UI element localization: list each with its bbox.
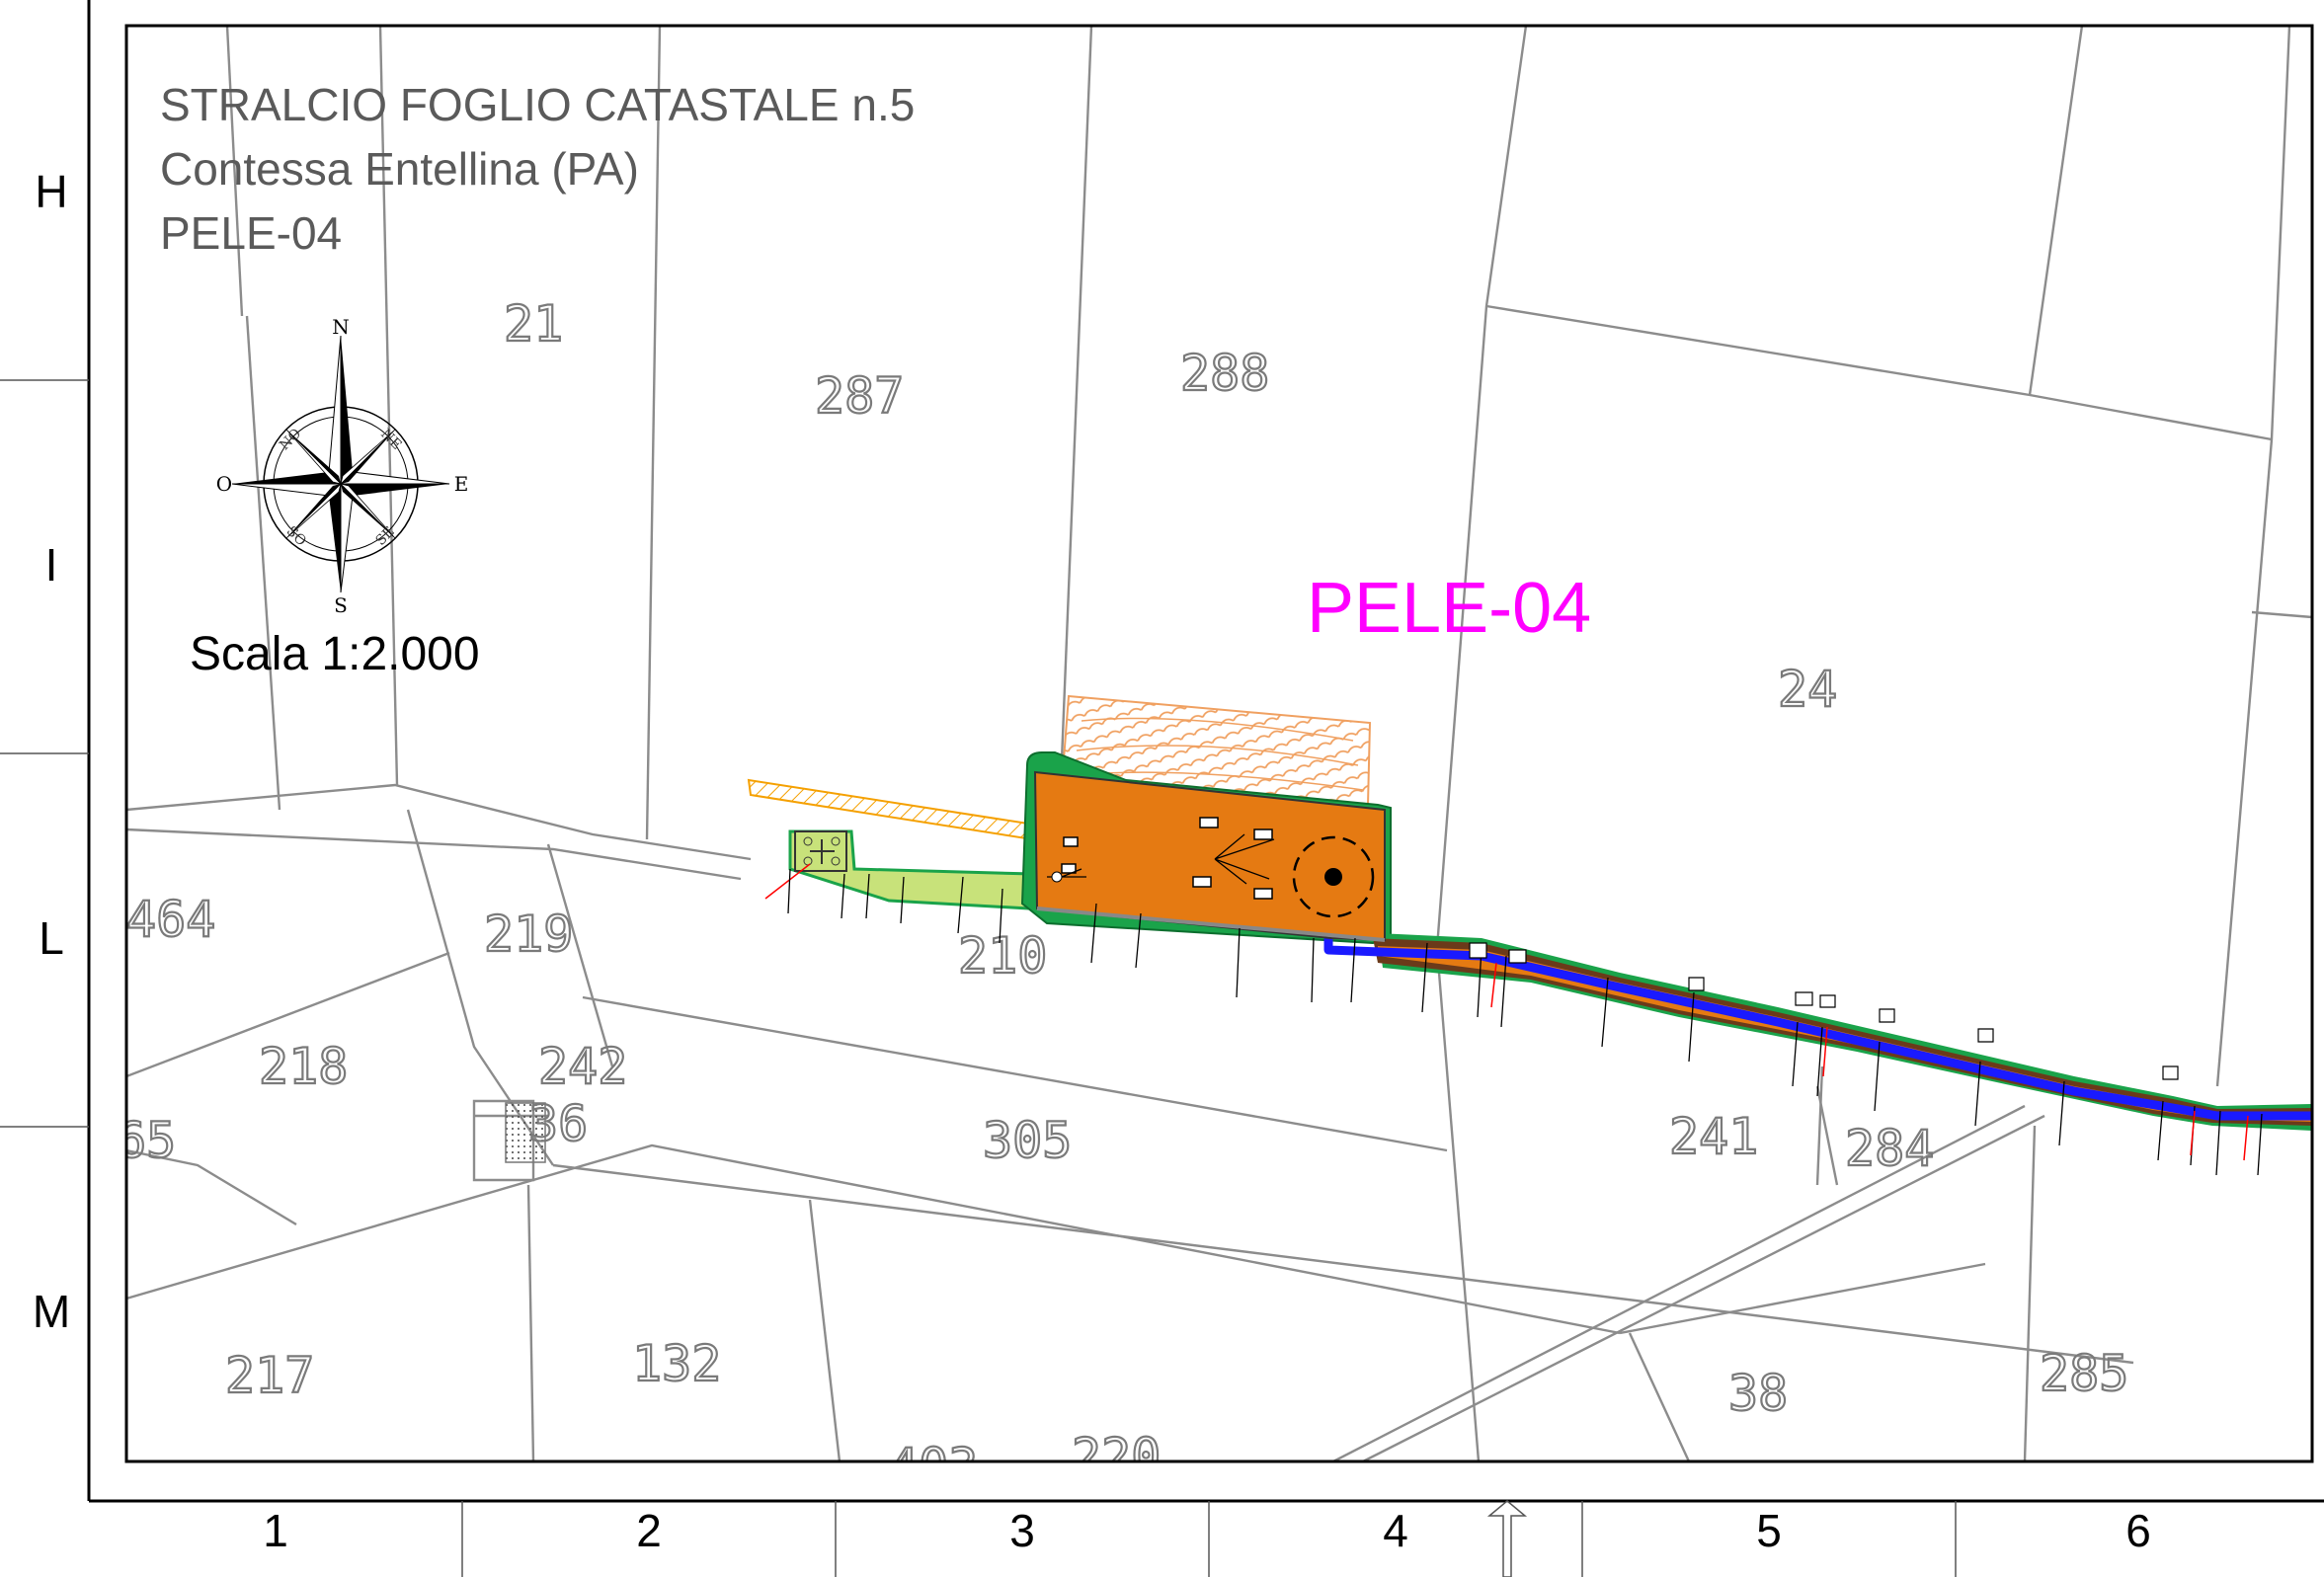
parcel-403: 403	[889, 1438, 978, 1495]
col-labels: 1 2 3 4 5 6	[263, 1505, 2151, 1556]
compass-rose-icon: N S E O NE NO SE SO	[216, 315, 469, 617]
parcel-65: 65	[117, 1112, 176, 1169]
parcel-305: 305	[983, 1112, 1072, 1169]
pad-details	[1047, 817, 1375, 918]
scale-label: Scala 1:2.000	[190, 628, 480, 680]
title-block: STRALCIO FOGLIO CATASTALE n.5 Contessa E…	[160, 79, 915, 259]
parcel-285: 285	[2040, 1345, 2128, 1402]
cadastral-lines	[126, 26, 2312, 1461]
compass-w: O	[216, 472, 232, 496]
parcel-241: 241	[1669, 1108, 1758, 1165]
parcel-38: 38	[1728, 1365, 1788, 1422]
col-label-6: 6	[2125, 1505, 2151, 1556]
col-label-4: 4	[1383, 1505, 1408, 1556]
col-label-5: 5	[1756, 1505, 1782, 1556]
row-labels: H I L M	[33, 166, 70, 1337]
parcel-242: 242	[538, 1038, 627, 1095]
parcel-284: 284	[1845, 1120, 1934, 1177]
title-line-3: PELE-04	[160, 207, 342, 259]
parcel-288: 288	[1180, 345, 1269, 402]
parcel-220: 220	[1072, 1428, 1161, 1485]
col-label-1: 1	[263, 1505, 288, 1556]
row-label-i: I	[45, 539, 58, 591]
site-label: PELE-04	[1307, 569, 1591, 648]
parcel-numbers: 21 287 288 24 464 219 210 218 242 65 305…	[117, 294, 2129, 1495]
title-line-2: Contessa Entellina (PA)	[160, 143, 639, 195]
row-label-h: H	[35, 166, 67, 217]
access-road	[764, 829, 1034, 910]
title-line-1: STRALCIO FOGLIO CATASTALE n.5	[160, 79, 915, 130]
parcel-36: 36	[528, 1095, 588, 1152]
axis-arrow-icon	[1486, 1500, 1528, 1577]
parcel-219: 219	[484, 906, 573, 963]
compass-n: N	[332, 315, 350, 339]
parcel-21: 21	[504, 295, 563, 353]
row-label-l: L	[39, 912, 64, 964]
parcel-24: 24	[1778, 661, 1837, 718]
compass-e: E	[454, 472, 469, 496]
compass-s: S	[334, 593, 348, 617]
chainage-ticks	[787, 868, 2263, 1176]
compass-sw: SO	[283, 523, 309, 549]
parcel-217: 217	[225, 1347, 314, 1404]
building-footprint	[505, 1102, 546, 1163]
parcel-287: 287	[815, 367, 904, 425]
parcel-210: 210	[958, 927, 1047, 985]
parcel-132: 132	[632, 1335, 721, 1392]
map-frame	[124, 24, 2314, 1463]
row-label-m: M	[33, 1286, 70, 1337]
parcel-464: 464	[126, 891, 215, 948]
compass-se: SE	[373, 524, 398, 549]
map-area: 21 287 288 24 464 219 210 218 242 65 305…	[117, 26, 2312, 1495]
col-label-2: 2	[636, 1505, 662, 1556]
turbine-foundation-icon	[1324, 868, 1342, 886]
parcel-218: 218	[259, 1038, 348, 1095]
col-label-3: 3	[1009, 1505, 1035, 1556]
